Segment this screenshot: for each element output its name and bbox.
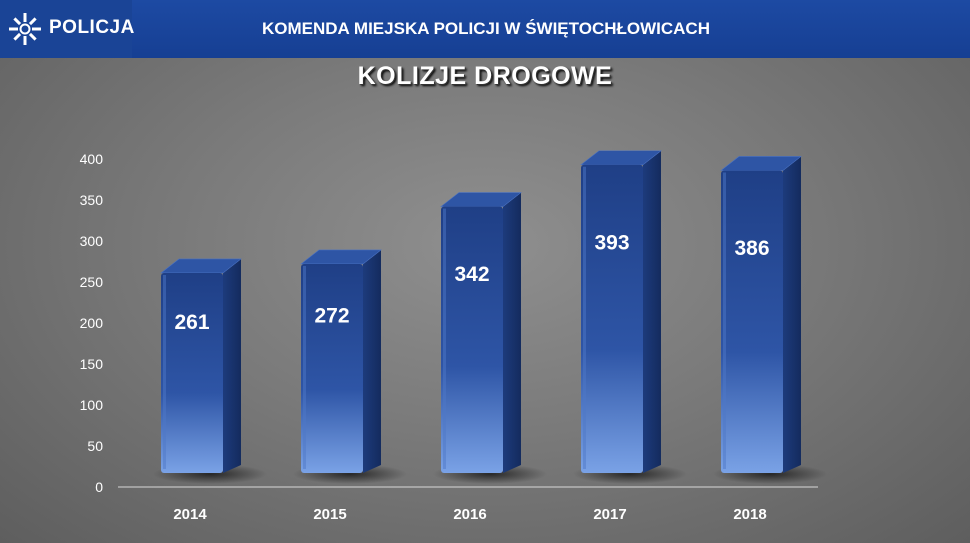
bar-highlight — [303, 265, 306, 469]
police-star-icon — [9, 13, 41, 45]
bar-2017: 393 — [573, 150, 687, 484]
x-tick-label: 2015 — [313, 506, 346, 523]
logo: POLICJA — [0, 0, 135, 58]
y-tick-label: 150 — [80, 356, 104, 372]
chart-title: KOLIZJE DROGOWE — [357, 62, 613, 90]
y-tick-label: 50 — [87, 438, 103, 454]
bar-side — [783, 156, 801, 474]
x-tick-label: 2014 — [173, 506, 207, 523]
data-label: 393 — [594, 232, 629, 255]
bar-front — [441, 206, 503, 473]
y-tick-label: 400 — [80, 151, 104, 167]
y-tick-label: 100 — [80, 397, 104, 413]
bar-front — [721, 170, 783, 474]
bar-highlight — [583, 166, 586, 470]
bar-front — [581, 164, 643, 474]
data-label: 261 — [174, 311, 209, 334]
header-title: KOMENDA MIEJSKA POLICJI W ŚWIĘTOCHŁOWICA… — [262, 19, 710, 38]
bar-2018: 386 — [713, 156, 827, 484]
bar-2015: 272 — [293, 249, 407, 484]
y-tick-label: 250 — [80, 274, 104, 290]
y-tick-label: 350 — [80, 192, 104, 208]
x-tick-label: 2017 — [593, 506, 626, 523]
data-label: 386 — [734, 237, 769, 260]
y-tick-label: 300 — [80, 233, 104, 249]
bar-2014: 261 — [153, 258, 267, 484]
x-tick-label: 2016 — [453, 506, 486, 523]
bar-front — [161, 272, 223, 473]
logo-text: POLICJA — [49, 17, 135, 38]
y-tick-label: 200 — [80, 315, 104, 331]
header-bar: POLICJA KOMENDA MIEJSKA POLICJI W ŚWIĘTO… — [0, 0, 970, 58]
bar-side — [363, 249, 381, 473]
bar-side — [223, 258, 241, 473]
bar-highlight — [723, 172, 726, 470]
data-label: 272 — [314, 304, 349, 327]
bar-2016: 342 — [433, 192, 547, 484]
bar-side — [643, 150, 661, 474]
data-label: 342 — [454, 263, 489, 286]
bar-side — [503, 192, 521, 473]
y-tick-label: 0 — [95, 479, 103, 495]
x-tick-label: 2018 — [733, 506, 766, 523]
bar-front — [301, 263, 363, 473]
bar-highlight — [443, 208, 446, 469]
bar-highlight — [163, 274, 166, 469]
